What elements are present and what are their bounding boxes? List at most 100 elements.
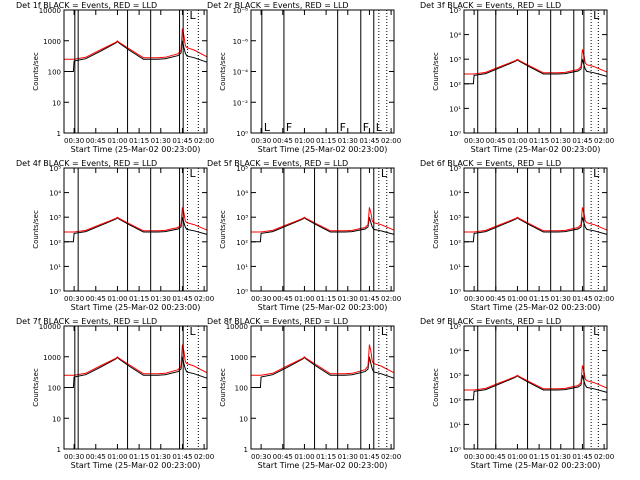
x-tick-label: 00:45	[86, 295, 106, 303]
x-tick-label: 01:15	[529, 295, 549, 303]
panel-title: Det 1f BLACK = Events, RED = LLD	[16, 1, 157, 10]
x-tick-label: 00:30	[251, 137, 271, 145]
y-tick-label: 10⁵	[449, 323, 461, 331]
marker-label: L	[190, 9, 197, 22]
y-tick-label: 10⁰	[449, 446, 461, 454]
axes-frame	[63, 9, 208, 134]
x-tick-label: 01:45	[172, 453, 192, 461]
x-tick-label: 01:45	[572, 453, 592, 461]
y-tick-label: 10⁻²	[233, 99, 249, 107]
x-axis-label: Start Time (25-Mar-02 00:23:00)	[71, 145, 201, 154]
y-tick-label: 10⁰	[236, 288, 248, 296]
series-events	[251, 217, 395, 243]
marker-label: F	[340, 121, 346, 134]
y-tick-label: 10	[239, 415, 248, 423]
y-tick-label: 10⁵	[449, 7, 461, 15]
y-tick-label: 10000	[39, 323, 61, 331]
x-tick-label: 01:00	[294, 295, 314, 303]
marker-label: L	[381, 167, 388, 180]
marker-label: L	[376, 121, 383, 134]
x-tick-label: 01:15	[129, 453, 149, 461]
y-axis-label: Counts/sec	[432, 52, 440, 91]
x-tick-label: 00:45	[273, 295, 293, 303]
x-tick-label: 00:45	[486, 295, 506, 303]
x-tick-label: 02:00	[194, 137, 214, 145]
y-tick-label: 10⁴	[449, 348, 461, 356]
x-tick-label: 00:45	[486, 137, 506, 145]
series-events	[464, 217, 608, 243]
panel-title: Det 3f BLACK = Events, RED = LLD	[420, 1, 561, 10]
axes-frame	[463, 325, 608, 450]
x-tick-label: 01:30	[551, 295, 571, 303]
x-tick-label: 01:45	[572, 137, 592, 145]
y-axis-label: Counts/sec	[432, 368, 440, 407]
x-axis-label: Start Time (25-Mar-02 00:23:00)	[71, 461, 201, 470]
series-events	[464, 375, 608, 401]
x-tick-label: 02:00	[381, 137, 401, 145]
panel-title: Det 2r BLACK = Events, RED = LLD	[207, 1, 349, 10]
y-tick-label: 10¹	[236, 263, 248, 271]
y-tick-label: 10000	[226, 323, 248, 331]
marker-label: L	[190, 167, 197, 180]
x-tick-label: 01:30	[338, 453, 358, 461]
marker-label: L	[593, 167, 600, 180]
y-tick-label: 10³	[449, 372, 461, 380]
y-axis-label: Counts/sec	[32, 52, 40, 91]
x-tick-label: 01:15	[129, 295, 149, 303]
x-tick-label: 00:30	[64, 295, 84, 303]
y-axis-label: Counts/sec	[32, 368, 40, 407]
x-tick-label: 00:45	[86, 453, 106, 461]
x-tick-label: 00:45	[86, 137, 106, 145]
y-tick-label: 10²	[449, 81, 461, 89]
x-tick-label: 01:15	[316, 453, 336, 461]
y-tick-label: 10³	[236, 214, 248, 222]
x-tick-label: 01:30	[151, 453, 171, 461]
x-tick-label: 01:00	[294, 453, 314, 461]
y-tick-label: 10⁰	[449, 288, 461, 296]
y-tick-label: 10³	[449, 56, 461, 64]
x-tick-label: 01:30	[338, 137, 358, 145]
panel-8: L 1 10 100 1000 10000 00:30 00:45 01:00 01:15 01:3…	[207, 317, 401, 470]
x-tick-label: 00:30	[464, 137, 484, 145]
y-tick-label: 1	[57, 130, 61, 138]
y-tick-label: 10⁴	[236, 190, 248, 198]
marker-label: L	[381, 325, 388, 338]
x-tick-label: 00:45	[486, 453, 506, 461]
marker-label: F	[363, 121, 369, 134]
x-tick-label: 00:30	[64, 453, 84, 461]
panel-title: Det 5f BLACK = Events, RED = LLD	[207, 159, 348, 168]
series-events	[464, 59, 608, 85]
x-axis-label: Start Time (25-Mar-02 00:23:00)	[258, 303, 388, 312]
series-events	[64, 217, 208, 243]
x-tick-label: 01:00	[507, 453, 527, 461]
y-tick-label: 10⁰	[449, 130, 461, 138]
x-tick-label: 01:30	[551, 137, 571, 145]
x-tick-label: 01:45	[359, 295, 379, 303]
x-tick-label: 00:30	[251, 295, 271, 303]
y-tick-label: 10⁵	[236, 165, 248, 173]
y-tick-label: 1000	[43, 38, 61, 46]
marker-label: L	[190, 325, 197, 338]
y-tick-label: 10¹	[49, 263, 61, 271]
x-tick-label: 02:00	[594, 295, 614, 303]
x-tick-label: 02:00	[594, 453, 614, 461]
x-axis-label: Start Time (25-Mar-02 00:23:00)	[71, 303, 201, 312]
axes-frame	[250, 325, 395, 450]
panel-title: Det 6f BLACK = Events, RED = LLD	[420, 159, 561, 168]
y-tick-label: 10²	[49, 239, 61, 247]
panel-1: L 1 10 100 1000 10000 00:30 00:45 01:00 01:15 01:3…	[16, 1, 214, 154]
y-axis-label: Counts/sec	[219, 210, 227, 249]
y-tick-label: 10	[52, 415, 61, 423]
y-tick-label: 10⁴	[49, 190, 61, 198]
y-tick-label: 10⁵	[49, 165, 61, 173]
x-tick-label: 00:30	[464, 453, 484, 461]
y-tick-label: 10	[52, 99, 61, 107]
panel-title: Det 7f BLACK = Events, RED = LLD	[16, 317, 157, 326]
y-tick-label: 10⁻⁴	[233, 69, 249, 77]
x-tick-label: 02:00	[194, 453, 214, 461]
